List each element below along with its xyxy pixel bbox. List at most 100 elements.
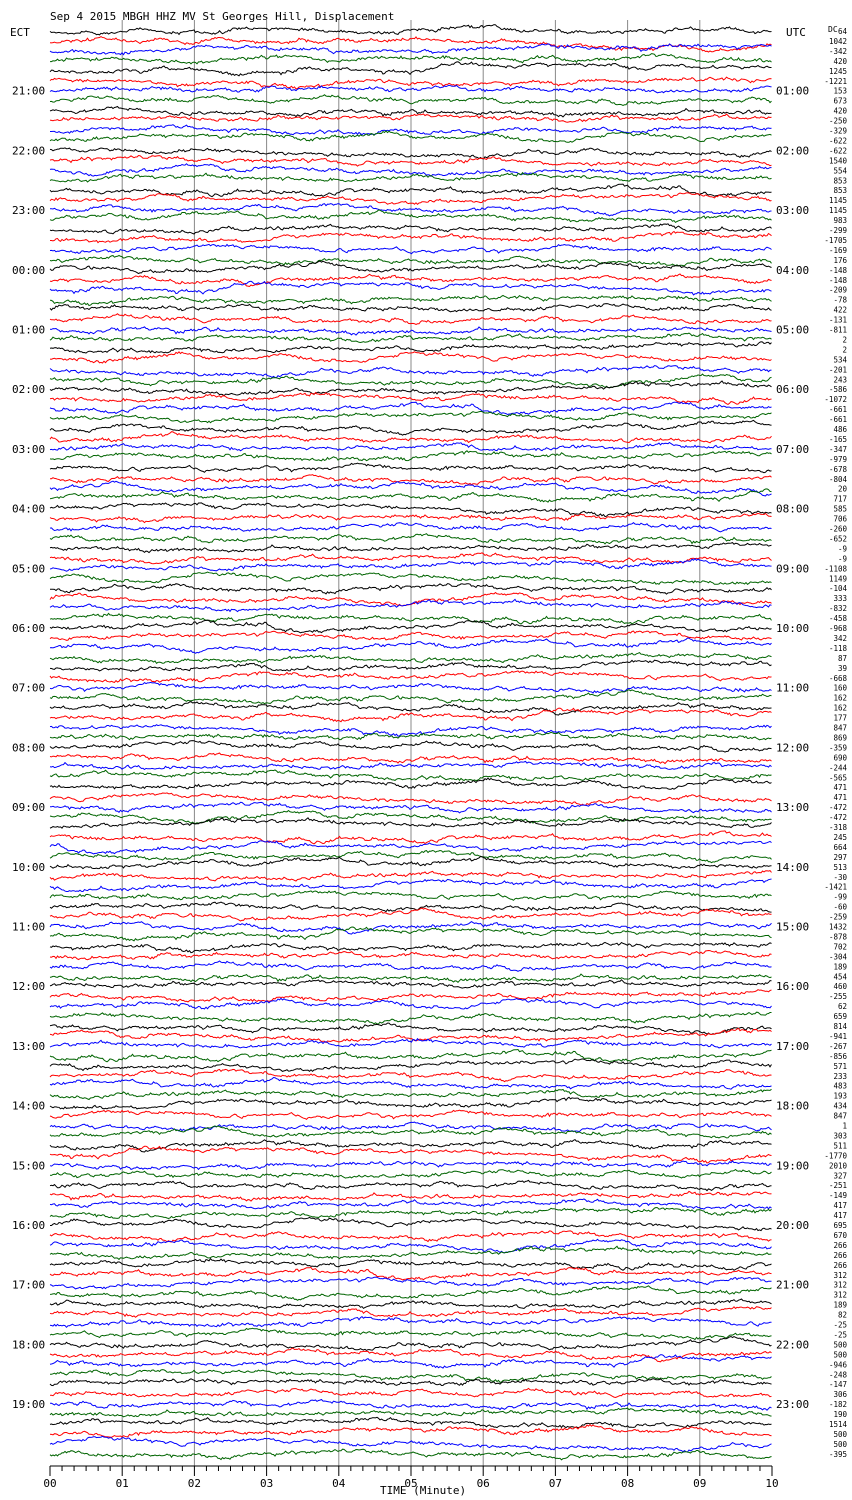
trace-140 [49,1416,772,1429]
dc-offset-value: 500 [833,1340,847,1349]
dc-offset-value: 659 [833,1012,847,1021]
dc-offset-value: -347 [829,445,847,454]
trace-66 [49,681,772,694]
trace-100 [49,1022,772,1036]
dc-label: DC [828,25,838,34]
utc-hour-label: 07:00 [776,443,809,456]
trace-89 [49,907,772,922]
trace-44 [49,462,772,474]
dc-offset-value: 189 [833,962,847,971]
dc-offset-value: -661 [829,405,847,414]
trace-58 [49,598,772,613]
ect-hour-label: 10:00 [12,861,45,874]
dc-offset-value: 2010 [829,1161,848,1170]
trace-92 [49,941,772,954]
trace-7 [49,94,772,107]
dc-offset-value: -182 [829,1400,847,1409]
utc-hour-label: 08:00 [776,503,809,516]
trace-91 [49,926,772,942]
dc-offset-value: 1042 [829,37,847,46]
dc-offset-value: 511 [833,1141,847,1150]
dc-offset-value: -1705 [824,236,847,245]
trace-132 [49,1335,772,1351]
trace-83 [49,849,772,864]
trace-1 [49,36,772,53]
dc-offset-value: -329 [829,127,847,136]
trace-53 [49,552,772,565]
ect-hour-label: 19:00 [12,1398,45,1411]
trace-122 [49,1238,772,1254]
trace-88 [49,901,772,913]
trace-34 [49,365,772,379]
trace-0 [49,24,772,36]
trace-3 [50,53,772,65]
x-tick-label: 06 [477,1477,490,1490]
trace-72 [49,740,772,753]
trace-128 [49,1298,772,1310]
dc-offset-value: 312 [833,1281,847,1290]
dc-offset-value: 983 [833,216,847,225]
dc-offset-value: 706 [833,515,847,524]
dc-offset-value: 62 [838,1002,847,1011]
dc-offset-value: -25 [833,1330,847,1339]
x-tick-label: 07 [549,1477,562,1490]
trace-86 [49,878,772,893]
trace-96 [49,979,772,989]
dc-offset-value: -1108 [824,564,847,573]
utc-hour-label: 09:00 [776,562,809,575]
trace-46 [49,480,772,497]
trace-21 [50,230,772,244]
trace-51 [49,533,772,545]
dc-offset-value: 422 [833,306,847,315]
trace-26 [49,280,772,296]
dc-offset-value: 673 [833,97,847,106]
dc-offset-value: -359 [829,743,847,752]
dc-offset-value: -25 [833,1321,847,1330]
dc-offset-value: -209 [829,286,847,295]
dc-offset-value: 190 [833,1410,847,1419]
trace-137 [49,1387,772,1399]
dc-offset-value: 233 [833,1072,847,1081]
trace-36 [49,380,772,397]
dc-offset-value: -250 [829,117,848,126]
trace-75 [49,769,772,782]
dc-offset-value: -458 [829,614,848,623]
trace-70 [49,724,772,737]
x-axis-label: TIME (Minute) [380,1484,466,1497]
dc-offset-value: 420 [833,107,847,116]
trace-42 [49,441,772,452]
trace-114 [49,1160,772,1171]
trace-13 [49,154,772,167]
trace-56 [49,583,772,595]
dc-offset-value: 1149 [829,574,847,583]
dc-offset-value: -304 [829,952,848,961]
dc-offset-value: 327 [833,1171,847,1180]
trace-94 [49,960,772,972]
dc-offset-value: -260 [829,525,848,534]
trace-126 [49,1276,772,1290]
trace-82 [49,840,772,855]
trace-78 [49,801,772,814]
dc-offset-value: 417 [833,1201,847,1210]
dc-offset-value: -60 [833,903,847,912]
utc-hour-label: 02:00 [776,144,809,157]
utc-hour-label: 01:00 [776,85,809,98]
x-tick-label: 10 [765,1477,778,1490]
trace-20 [49,223,772,235]
trace-115 [49,1168,772,1179]
trace-135 [49,1369,772,1383]
dc-offset-value: -395 [829,1450,847,1459]
dc-offset-value: 500 [833,1440,847,1449]
dc-offset-value: -832 [829,604,847,613]
trace-52 [49,542,772,554]
dc-offset-value: 690 [833,753,847,762]
dc-offset-value: 162 [833,704,847,713]
dc-offset-value: 160 [833,684,847,693]
dc-offset-value: 664 [833,843,847,852]
dc-offset-value: 471 [833,793,847,802]
trace-90 [49,920,772,935]
trace-109 [49,1109,772,1121]
dc-offset-value: 162 [833,694,847,703]
dc-offset-value: -811 [829,326,847,335]
utc-hour-label: 17:00 [776,1040,809,1053]
